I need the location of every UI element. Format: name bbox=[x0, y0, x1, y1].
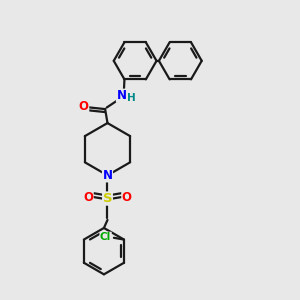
Text: O: O bbox=[122, 190, 132, 204]
Text: N: N bbox=[116, 89, 127, 102]
Text: O: O bbox=[79, 100, 89, 113]
Text: O: O bbox=[83, 190, 93, 204]
Text: N: N bbox=[103, 169, 112, 182]
Text: Cl: Cl bbox=[100, 232, 111, 242]
Text: H: H bbox=[127, 93, 135, 103]
Text: S: S bbox=[103, 192, 112, 205]
